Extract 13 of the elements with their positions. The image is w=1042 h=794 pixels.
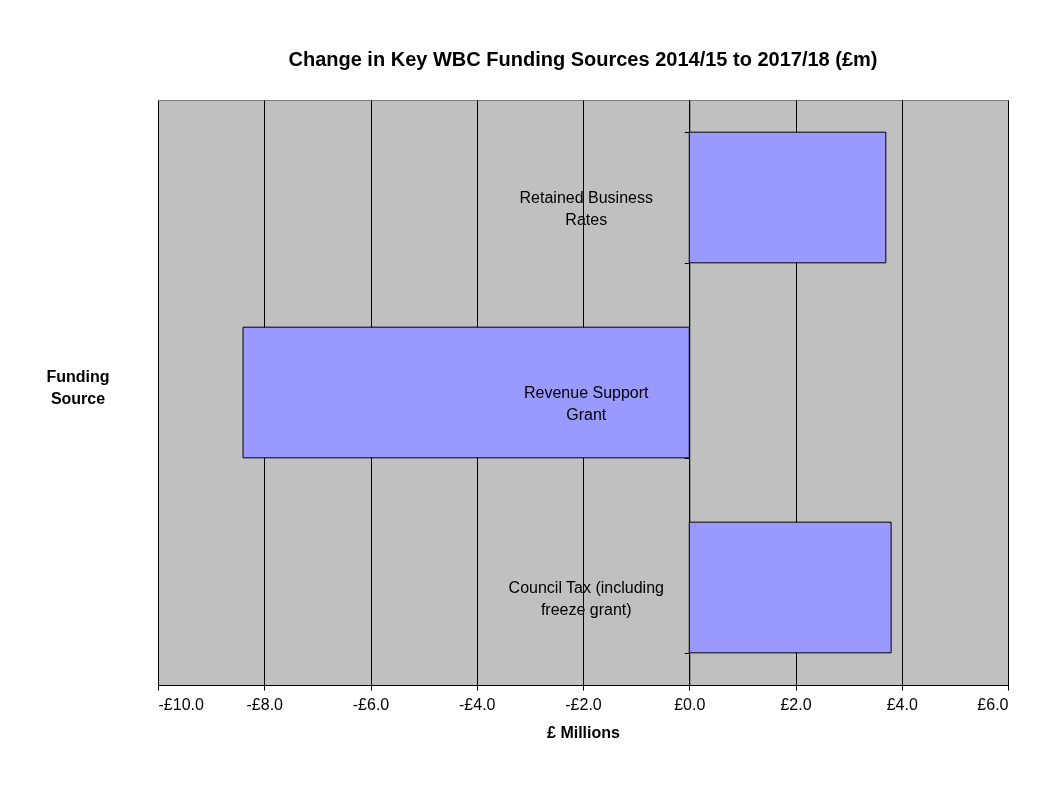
x-tick-label: £2.0 xyxy=(780,695,812,713)
x-tick-label: -£8.0 xyxy=(246,695,284,713)
x-tick-label: -£10.0 xyxy=(158,695,204,713)
y-tick-label: Revenue Support Grant xyxy=(523,383,650,423)
x-tick-label: £4.0 xyxy=(886,695,918,713)
x-tick-label: -£6.0 xyxy=(352,695,390,713)
x-tick-label: -£4.0 xyxy=(459,695,496,713)
y-axis-title: Funding Source xyxy=(46,367,110,407)
x-tick-label: -£2.0 xyxy=(565,695,602,713)
chart-title: Change in Key WBC Funding Sources 2014/15 to 2017/18 (£m) xyxy=(288,48,878,70)
x-axis-title: £ Millions xyxy=(547,723,621,741)
x-tick-label: £6.0 xyxy=(977,695,1009,713)
x-tick-label: £0.0 xyxy=(674,695,706,713)
